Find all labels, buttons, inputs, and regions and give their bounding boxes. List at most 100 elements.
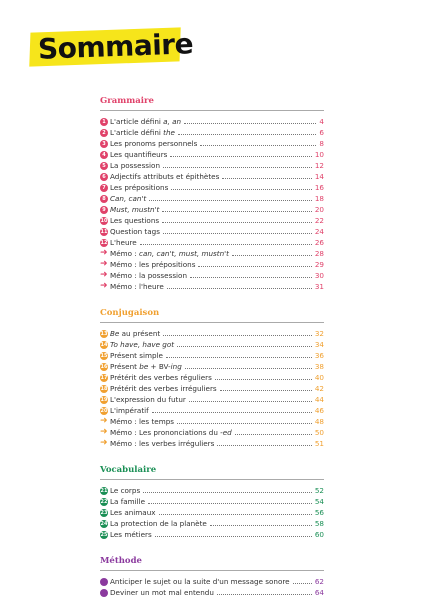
entry-text: Mémo : Les prononciations du xyxy=(110,428,221,437)
toc-entry: 13 Be au présent 32 xyxy=(100,327,324,338)
entry-text: Can, can't xyxy=(110,194,147,203)
dot-leader xyxy=(231,255,312,256)
entry-title: Les questions xyxy=(110,216,159,225)
entry-text: Adjectifs attributs et épithètes xyxy=(110,172,220,181)
dot-leader xyxy=(162,222,312,223)
toc-entry: 5 La possession 12 xyxy=(100,159,324,170)
entry-text: Mémo : les temps xyxy=(110,417,175,426)
entry-text: can, can't, must, mustn't xyxy=(139,249,229,258)
entry-number: 19 xyxy=(100,396,108,404)
dot-leader xyxy=(214,379,312,380)
section: Méthode Anticiper le sujet ou la suite d'… xyxy=(100,556,324,597)
dot-leader xyxy=(216,594,312,595)
entry-title: Prétérit des verbes irréguliers xyxy=(110,384,217,393)
toc-entry: ➜ Mémo : la possession 30 xyxy=(100,269,324,281)
dot-leader xyxy=(163,335,312,336)
entry-text: Présent xyxy=(110,362,140,371)
arrow-icon: ➜ xyxy=(100,416,108,426)
dot-leader xyxy=(177,423,312,424)
entry-title: L'impératif xyxy=(110,406,149,415)
entry-title: Les pronoms personnels xyxy=(110,139,197,148)
toc-entry: 6 Adjectifs attributs et épithètes 14 xyxy=(100,170,324,181)
entry-title: Mémo : l'heure xyxy=(110,282,164,291)
page-number: 42 xyxy=(314,384,324,393)
page-number: 62 xyxy=(314,577,324,586)
dot-leader xyxy=(154,536,312,537)
page-number: 36 xyxy=(314,351,324,360)
page-number: 51 xyxy=(314,439,324,448)
page-number: 24 xyxy=(314,227,324,236)
entry-number: 10 xyxy=(100,217,108,225)
toc-entry: 20 L'impératif 46 xyxy=(100,404,324,415)
dot-leader xyxy=(184,368,312,369)
entry-text: L'expression du futur xyxy=(110,395,186,404)
entry-title: L'expression du futur xyxy=(110,395,186,404)
entry-number: 23 xyxy=(100,509,108,517)
toc-entry: ➜ Mémo : l'heure 31 xyxy=(100,280,324,292)
toc-entry: 17 Prétérit des verbes réguliers 40 xyxy=(100,371,324,382)
page-number: 29 xyxy=(314,260,324,269)
entry-text: Mémo : la possession xyxy=(110,271,188,280)
entry-title: To have, have got xyxy=(110,340,174,349)
entry-text: L'impératif xyxy=(110,406,149,415)
method-icon xyxy=(100,578,108,586)
dot-leader xyxy=(166,288,312,289)
arrow-icon: ➜ xyxy=(100,259,108,269)
page-number: 52 xyxy=(314,486,324,495)
toc-entry: 11 Question tags 24 xyxy=(100,225,324,236)
entry-title: Mémo : les temps xyxy=(110,417,174,426)
page: Sommaire Grammaire 1 L'article défini a, a… xyxy=(29,27,324,597)
page-number: 6 xyxy=(319,128,324,137)
toc-entry: 22 La famille 54 xyxy=(100,495,324,506)
entry-text: Les prépositions xyxy=(110,183,169,192)
entry-number: 9 xyxy=(100,206,108,214)
entry-title: Mémo : can, can't, must, mustn't xyxy=(110,249,229,258)
page-number: 12 xyxy=(314,161,324,170)
entry-title: Les prépositions xyxy=(110,183,168,192)
entry-text: La protection de la planète xyxy=(110,519,207,528)
dot-leader xyxy=(217,445,312,446)
entry-number: 2 xyxy=(100,129,108,137)
entry-number: 18 xyxy=(100,385,108,393)
entry-text: ing xyxy=(170,362,182,371)
entry-text: Must, mustn't xyxy=(110,205,160,214)
dot-leader xyxy=(165,357,312,358)
entry-title: L'article défini the xyxy=(110,128,175,137)
page-number: 54 xyxy=(314,497,324,506)
dot-leader xyxy=(219,390,312,391)
section-title: Vocabulaire xyxy=(100,465,324,480)
page-number: 58 xyxy=(314,519,324,528)
entry-title: Anticiper le sujet ou la suite d'un mess… xyxy=(110,577,290,586)
toc-entry: Deviner un mot mal entendu 64 xyxy=(100,586,324,597)
entry-title: Mémo : Les prononciations du -ed xyxy=(110,428,232,437)
entry-text: Anticiper le sujet ou la suite d'un mess… xyxy=(110,577,290,586)
entry-text: au présent xyxy=(119,329,161,338)
entry-text: Présent simple xyxy=(110,351,163,360)
entry-title: Mémo : les verbes irréguliers xyxy=(110,439,214,448)
page-number: 8 xyxy=(319,139,324,148)
page-number: 14 xyxy=(314,172,324,181)
entry-title: Deviner un mot mal entendu xyxy=(110,588,214,597)
entry-number: 7 xyxy=(100,184,108,192)
entry-number: 4 xyxy=(100,151,108,159)
section: Grammaire 1 L'article défini a, an 4 2 L'arti… xyxy=(100,96,324,291)
page-number: 18 xyxy=(314,194,324,203)
entry-number: 21 xyxy=(100,487,108,495)
entry-text: L'article défini xyxy=(110,117,164,126)
method-icon xyxy=(100,589,108,597)
toc-entry: 21 Le corps 52 xyxy=(100,484,324,495)
entry-number: 20 xyxy=(100,407,108,415)
entry-text: La possession xyxy=(110,161,161,170)
dot-leader xyxy=(177,346,312,347)
toc-entry: 14 To have, have got 34 xyxy=(100,338,324,349)
dot-leader xyxy=(162,233,312,234)
toc-entry: ➜ Mémo : Les prononciations du -ed 50 xyxy=(100,426,324,438)
toc-entry: ➜ Mémo : les verbes irréguliers 51 xyxy=(100,437,324,449)
entry-title: La possession xyxy=(110,161,160,170)
entry-title: Mémo : la possession xyxy=(110,271,187,280)
entry-text: Mémo : les prépositions xyxy=(110,260,196,269)
toc-entry: 18 Prétérit des verbes irréguliers 42 xyxy=(100,382,324,393)
page-title: Sommaire xyxy=(37,27,194,66)
entry-title: La protection de la planète xyxy=(110,519,207,528)
dot-leader xyxy=(222,178,312,179)
